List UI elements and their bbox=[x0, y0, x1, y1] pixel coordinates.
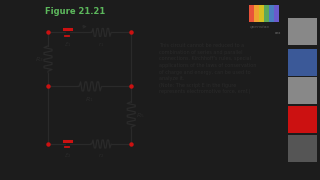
Text: $\mathcal{E}_1$: $\mathcal{E}_1$ bbox=[64, 40, 71, 49]
Text: $R_1$: $R_1$ bbox=[85, 95, 94, 104]
Text: This circuit cannot be reduced to a
combination of series and parallel
connectio: This circuit cannot be reduced to a comb… bbox=[159, 43, 257, 94]
FancyBboxPatch shape bbox=[288, 18, 317, 45]
Text: openstax: openstax bbox=[250, 25, 270, 29]
FancyBboxPatch shape bbox=[288, 106, 317, 133]
FancyBboxPatch shape bbox=[288, 135, 317, 162]
FancyBboxPatch shape bbox=[275, 5, 279, 22]
Text: Figure 21.21: Figure 21.21 bbox=[45, 7, 105, 16]
Text: cnx: cnx bbox=[275, 31, 281, 35]
FancyBboxPatch shape bbox=[254, 5, 259, 22]
Text: $R_5$: $R_5$ bbox=[136, 111, 144, 120]
FancyBboxPatch shape bbox=[269, 5, 274, 22]
FancyBboxPatch shape bbox=[264, 5, 269, 22]
Text: $r_1$: $r_1$ bbox=[98, 40, 104, 49]
FancyBboxPatch shape bbox=[288, 77, 317, 104]
Text: $r_2$: $r_2$ bbox=[98, 152, 104, 160]
Text: $R_3$: $R_3$ bbox=[35, 55, 44, 64]
FancyBboxPatch shape bbox=[259, 5, 264, 22]
FancyBboxPatch shape bbox=[249, 5, 254, 22]
Text: $\mathcal{E}_2$: $\mathcal{E}_2$ bbox=[64, 152, 71, 160]
FancyBboxPatch shape bbox=[288, 49, 317, 76]
